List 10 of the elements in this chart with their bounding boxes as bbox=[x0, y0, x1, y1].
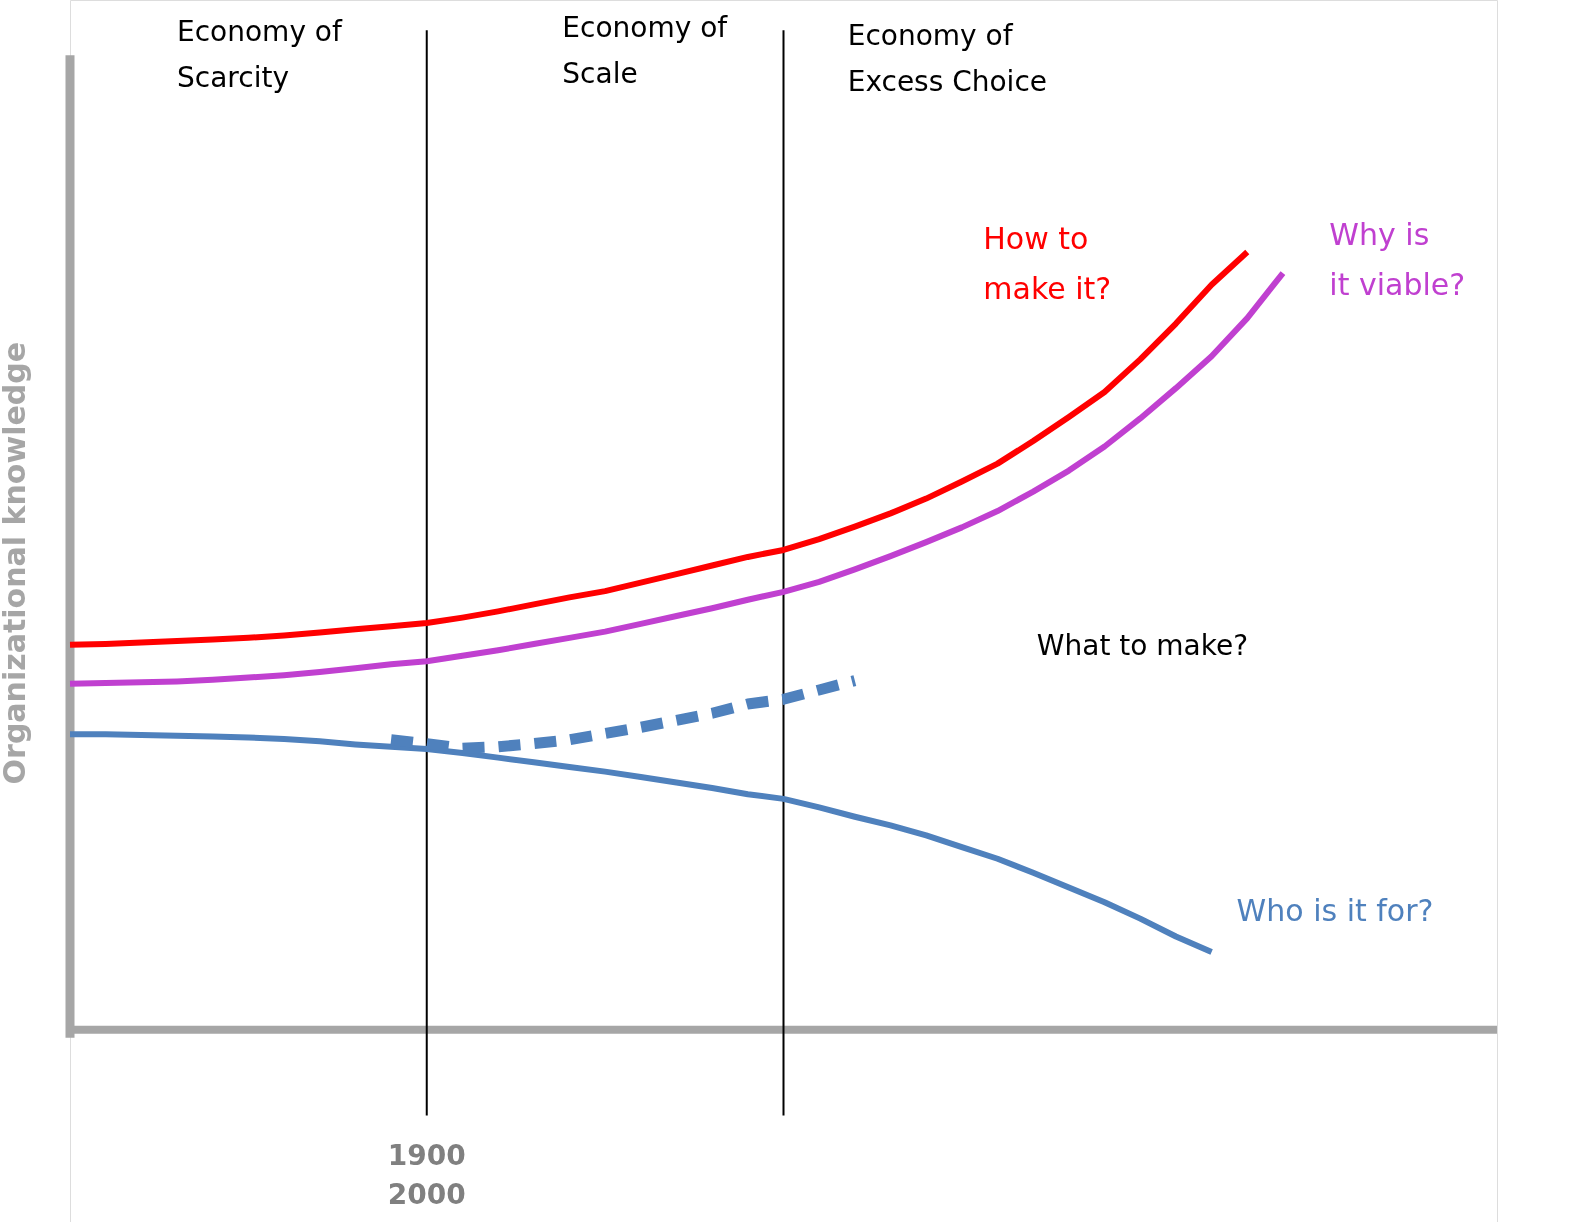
text: 1900 bbox=[387, 1138, 466, 1172]
series-label: Who is it for? bbox=[1236, 892, 1434, 928]
text: 2000 bbox=[387, 1177, 466, 1211]
text: Economy of Excess Choice bbox=[847, 18, 1048, 98]
annotation: What to make? bbox=[1036, 629, 1249, 663]
y-axis-title: Organizational knowledge bbox=[0, 341, 33, 785]
text: Economy of Scale bbox=[562, 10, 729, 90]
series-label: Why is it viable? bbox=[1329, 216, 1466, 302]
series-label: How to make it? bbox=[983, 220, 1112, 306]
text: Economy of Scarcity bbox=[177, 14, 343, 94]
